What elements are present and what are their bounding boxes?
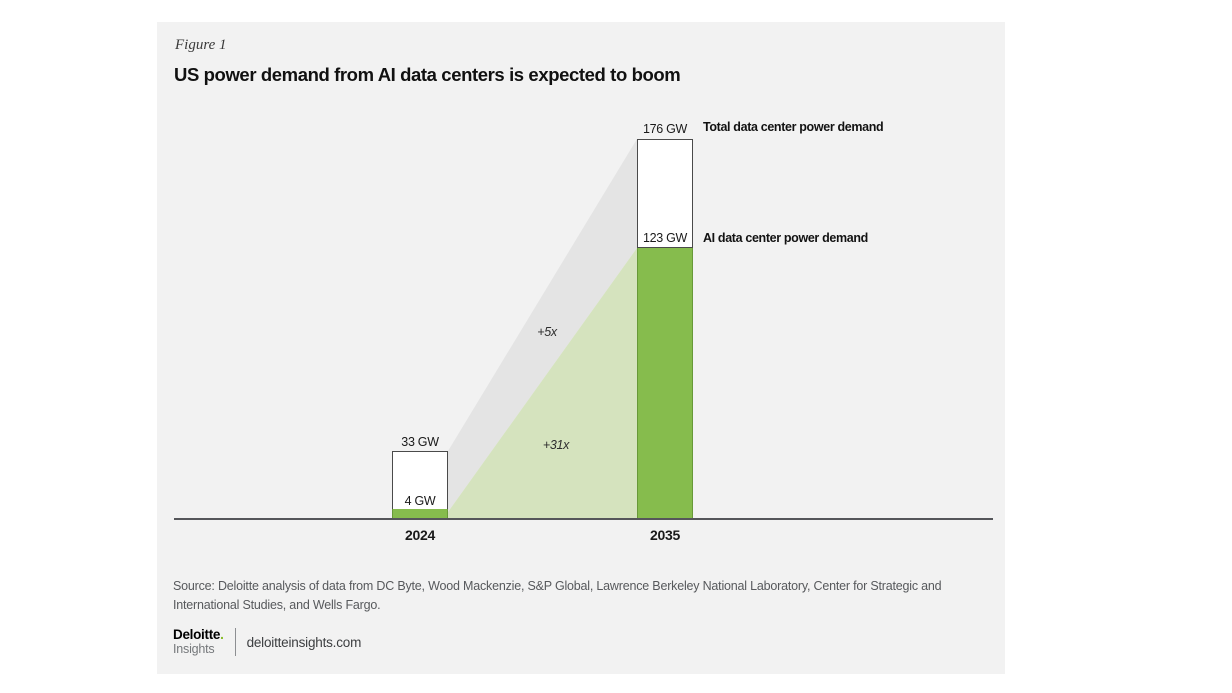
brand-name: Deloitte. <box>173 628 224 642</box>
x-axis-line <box>174 518 993 520</box>
value-label-2035-total: 176 GW <box>642 122 688 136</box>
figure-panel: Figure 1 US power demand from AI data ce… <box>157 22 1005 674</box>
ai-growth-band <box>448 248 637 520</box>
total-growth-band <box>448 139 637 512</box>
x-tick-2035: 2035 <box>650 527 680 543</box>
x-tick-2024: 2024 <box>405 527 435 543</box>
footer-brand-bar: Deloitte. Insights deloitteinsights.com <box>173 628 361 656</box>
growth-bands-layer <box>448 139 637 520</box>
deloitte-insights-logo: Deloitte. Insights <box>173 628 224 655</box>
total-growth-annotation: +5x <box>537 325 557 339</box>
deloitte-green-dot-icon: . <box>220 627 224 643</box>
legend-total-label: Total data center power demand <box>703 120 884 134</box>
brand-sub-name: Insights <box>173 641 215 656</box>
value-label-2024-ai: 4 GW <box>404 494 436 508</box>
ai-growth-annotation: +31x <box>542 438 570 452</box>
bar-2024-total <box>392 451 448 520</box>
website-link[interactable]: deloitteinsights.com <box>246 634 362 650</box>
bar-2035-ai <box>637 248 693 520</box>
footer-divider <box>234 628 236 656</box>
value-label-2024-total: 33 GW <box>401 435 439 449</box>
figure-title: US power demand from AI data centers is … <box>174 64 681 85</box>
value-label-2035-ai: 123 GW <box>642 231 688 245</box>
brand-name-text: Deloitte <box>173 627 221 643</box>
source-note: Source: Deloitte analysis of data from D… <box>173 579 942 612</box>
legend-ai-label: AI data center power demand <box>703 231 868 245</box>
bar-2035-total <box>637 139 693 248</box>
figure-number-label: Figure 1 <box>175 37 227 53</box>
